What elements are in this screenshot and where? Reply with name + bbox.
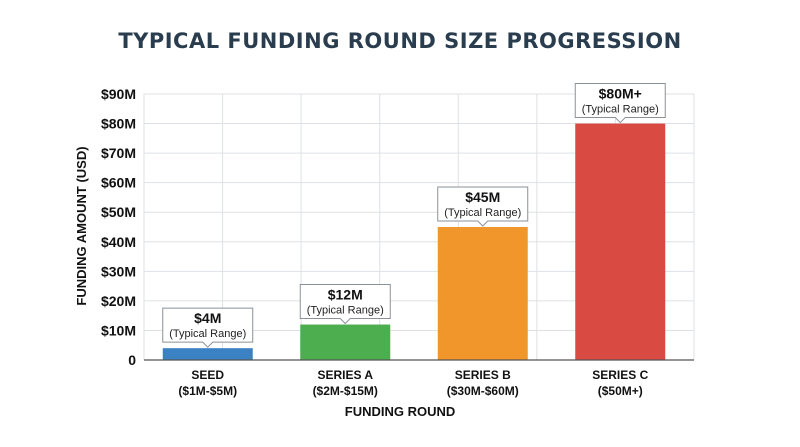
y-tick-label: $70M [101, 145, 136, 161]
bar [575, 123, 666, 360]
data-label-note: (Typical Range) [307, 305, 384, 317]
data-label-note: (Typical Range) [169, 328, 246, 340]
data-label: $4M [194, 310, 221, 326]
data-label-note: (Typical Range) [582, 104, 659, 116]
x-tick-label-range: ($30M-$60M) [447, 384, 519, 398]
y-axis-title: FUNDING AMOUNT (USD) [74, 146, 89, 305]
callout-box [437, 186, 529, 227]
bars [162, 123, 666, 360]
bar [300, 324, 391, 360]
x-tick-label-range: ($50M+) [598, 384, 643, 398]
x-axis-categories: SEED ($1M-$5M) SERIES A ($2M-$15M) SERIES B (… [178, 368, 648, 398]
data-label: $12M [328, 287, 363, 303]
data-label: $45M [465, 189, 500, 205]
y-axis-ticks: 0 $10M $20M $30M $40M $50M $60M $70M $80M $90M [101, 86, 136, 368]
y-tick-label: $60M [101, 175, 136, 191]
y-tick-label: 0 [128, 352, 136, 368]
bar [162, 348, 253, 360]
value-callout: $80M+ (Typical Range) [574, 83, 666, 124]
y-tick-label: $10M [101, 322, 136, 338]
callout-box [299, 284, 391, 325]
value-callout: $45M (Typical Range) [437, 186, 529, 227]
x-tick-label: SERIES C [592, 368, 648, 382]
x-tick-label: SEED [191, 368, 224, 382]
data-label-note: (Typical Range) [444, 207, 521, 219]
x-tick-label-range: ($2M-$15M) [313, 384, 378, 398]
callout-box [574, 83, 666, 124]
y-tick-label: $50M [101, 204, 136, 220]
y-tick-label: $90M [101, 86, 136, 102]
data-label: $80M+ [599, 86, 642, 102]
x-tick-label: SERIES A [317, 368, 373, 382]
y-tick-label: $30M [101, 263, 136, 279]
value-callout: $4M (Typical Range) [162, 307, 254, 348]
bar [437, 227, 528, 360]
x-tick-label: SERIES B [455, 368, 511, 382]
y-tick-label: $20M [101, 293, 136, 309]
y-tick-label: $80M [101, 116, 136, 132]
chart-title: TYPICAL FUNDING ROUND SIZE PROGRESSION [118, 29, 681, 53]
x-axis-title: FUNDING ROUND [345, 404, 456, 419]
x-tick-label-range: ($1M-$5M) [178, 384, 237, 398]
value-callouts: $4M(Typical Range)$12M(Typical Range)$45… [162, 83, 666, 348]
value-callout: $12M (Typical Range) [299, 284, 391, 325]
y-tick-label: $40M [101, 234, 136, 250]
callout-box [162, 307, 254, 348]
